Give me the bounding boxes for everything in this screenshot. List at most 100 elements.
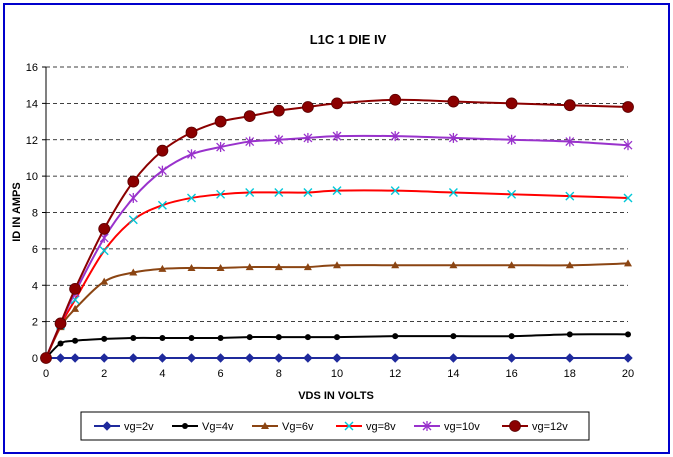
legend-label: Vg=6v [282, 421, 314, 433]
data-point [40, 352, 52, 364]
data-point [507, 134, 517, 145]
data-point [623, 193, 633, 203]
data-point [623, 140, 633, 151]
data-point [566, 331, 573, 338]
data-point [274, 353, 284, 363]
data-point [506, 353, 517, 363]
data-point [303, 132, 313, 143]
data-point [390, 353, 400, 363]
series-1 [41, 353, 633, 363]
data-point [156, 144, 169, 157]
data-point [186, 353, 197, 363]
data-point [98, 222, 111, 235]
legend-item-6: vg=12v [502, 420, 568, 433]
data-point [272, 104, 285, 117]
data-point [245, 187, 255, 197]
data-point [157, 200, 167, 210]
legend-label: Vg=4v [202, 421, 234, 433]
data-point [215, 353, 226, 363]
data-point [565, 136, 575, 147]
data-point [54, 317, 67, 330]
data-point [185, 126, 198, 139]
data-point [99, 353, 109, 363]
data-point [157, 353, 168, 363]
data-point [217, 334, 224, 341]
data-point [450, 333, 457, 340]
data-point [274, 187, 284, 197]
legend-item-5: vg=10v [414, 421, 480, 433]
data-point [447, 95, 460, 108]
series-3 [42, 259, 632, 361]
y-tick-label: 14 [26, 98, 38, 110]
y-tick-label: 16 [26, 62, 38, 74]
legend-label: vg=8v [366, 421, 396, 433]
data-point [128, 192, 138, 203]
data-point [622, 101, 634, 113]
data-point [392, 333, 399, 340]
data-point [507, 261, 516, 269]
y-tick-label: 10 [26, 171, 38, 183]
data-point [69, 282, 81, 295]
data-point [448, 353, 459, 363]
x-tick-label: 12 [389, 368, 401, 380]
data-point [274, 263, 283, 271]
x-tick-label: 20 [622, 368, 634, 380]
data-point [187, 149, 196, 160]
data-point [332, 131, 342, 142]
legend-swatch-marker [344, 421, 354, 431]
data-point [72, 337, 79, 344]
data-point [565, 353, 575, 363]
chart-title: L1C 1 DIE IV [310, 32, 387, 47]
data-point [55, 353, 66, 363]
data-point [245, 136, 255, 147]
data-point [129, 268, 138, 276]
data-point [187, 193, 196, 203]
x-axis-title: VDS IN VOLTS [298, 390, 374, 402]
data-point [563, 99, 576, 112]
x-tick-label: 16 [505, 368, 517, 380]
data-point [391, 261, 400, 269]
legend-swatch-marker [102, 421, 112, 431]
data-point [301, 101, 314, 113]
x-tick-label: 14 [447, 368, 459, 380]
series-layer [40, 93, 634, 364]
data-point [303, 187, 313, 197]
data-point [304, 334, 311, 341]
data-point [448, 187, 458, 197]
data-point [331, 97, 343, 110]
data-point [508, 333, 515, 340]
data-point [274, 134, 284, 145]
data-point [187, 263, 196, 271]
y-tick-label: 2 [32, 317, 38, 329]
legend: vg=2v Vg=4v Vg=6v vg=8v vg=10v vg=12v [94, 420, 568, 433]
data-point [505, 97, 518, 110]
legend-swatch-marker [422, 421, 432, 431]
data-point [332, 353, 342, 363]
y-tick-label: 0 [32, 353, 38, 365]
legend-item-3: Vg=6v [252, 421, 314, 433]
data-point [303, 263, 312, 271]
data-point [159, 334, 166, 341]
series-6 [40, 93, 634, 364]
data-point [448, 132, 458, 143]
legend-item-2: Vg=4v [172, 421, 234, 433]
series-5 [41, 131, 633, 363]
legend-label: vg=10v [444, 421, 480, 433]
y-tick-label: 8 [32, 208, 38, 220]
series-2 [43, 331, 631, 361]
legend-label: vg=12v [532, 421, 568, 433]
legend-item-1: vg=2v [94, 421, 154, 433]
x-tick-label: 4 [159, 368, 165, 380]
legend-item-4: vg=8v [336, 421, 396, 433]
y-tick-label: 12 [26, 135, 38, 147]
data-point [390, 186, 400, 196]
y-tick-label: 4 [32, 280, 38, 292]
data-point [246, 334, 253, 341]
data-point [623, 353, 633, 363]
data-point [216, 263, 225, 271]
data-point [243, 110, 256, 123]
data-point [624, 259, 632, 267]
data-point [57, 340, 64, 347]
